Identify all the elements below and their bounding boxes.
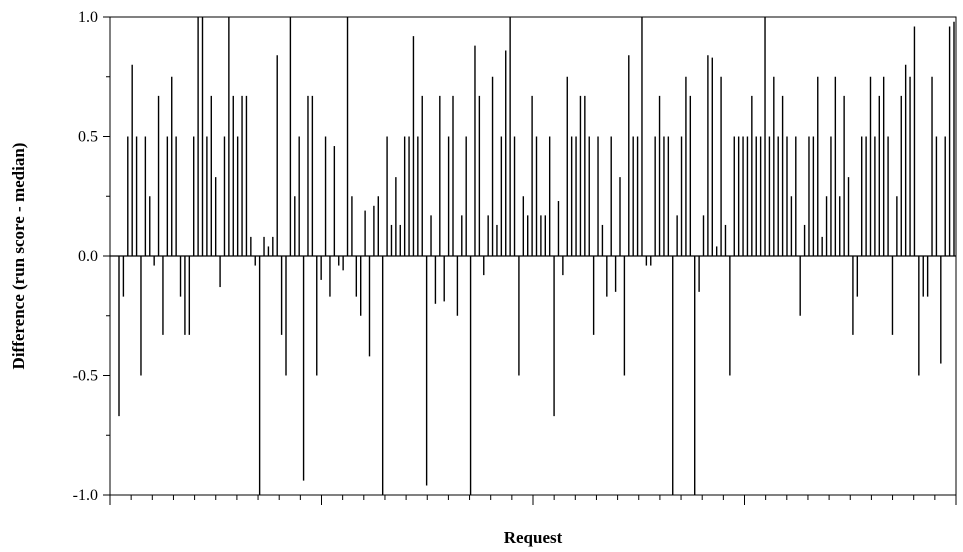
y-tick-label: -1.0 <box>73 487 98 504</box>
y-tick-label: 0.0 <box>78 248 98 265</box>
x-axis <box>109 495 957 505</box>
y-axis: 1.0 0.5 0.0 -0.5 -1.0 <box>73 9 110 504</box>
bars <box>118 17 955 495</box>
y-tick-label: 1.0 <box>78 9 98 26</box>
y-tick-label: -0.5 <box>73 368 98 385</box>
x-axis-title: Request <box>504 528 563 547</box>
y-axis-title: Difference (run score - median) <box>9 143 28 370</box>
y-tick-label: 0.5 <box>78 129 98 146</box>
